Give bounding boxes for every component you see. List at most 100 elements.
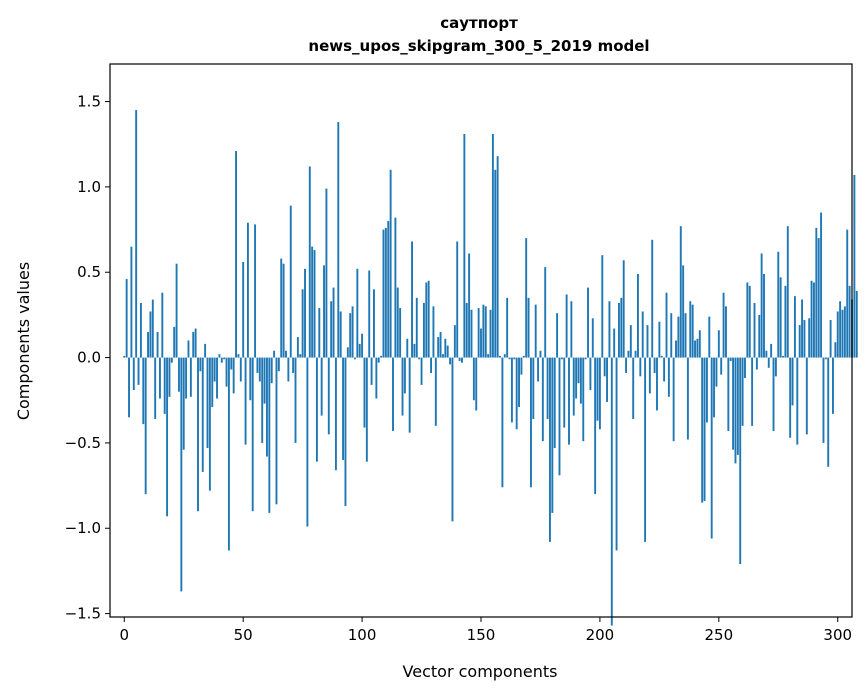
bar-190 [575,357,578,399]
bar-9 [144,357,147,495]
bar-54 [251,357,254,512]
bar-44 [227,357,230,551]
bar-201 [601,255,604,358]
bar-173 [534,304,537,358]
bar-39 [216,357,218,399]
bar-67 [282,263,285,358]
bar-148 [475,357,478,411]
bar-274 [774,357,777,377]
bar-232 [675,340,677,358]
bar-7 [139,302,142,358]
bar-193 [582,357,585,442]
bar-147 [472,357,475,401]
bar-163 [510,357,513,423]
x-tick-label-0: 0 [119,626,129,644]
bar-135 [444,338,447,358]
bar-160 [503,354,506,358]
bar-144 [465,302,468,358]
bar-152 [484,306,487,358]
bar-298 [832,357,834,414]
bar-167 [520,357,523,375]
bar-282 [793,296,796,358]
bar-97 [354,357,356,360]
bar-170 [527,297,530,358]
bar-32 [199,357,202,372]
bar-2 [128,357,130,418]
bar-130 [432,306,435,358]
bar-136 [446,345,449,358]
bar-93 [344,357,347,507]
bar-285 [801,299,804,358]
bar-88 [332,287,335,358]
bar-254 [727,357,730,431]
bar-21 [173,326,176,358]
bar-41 [220,357,223,363]
bar-24 [180,357,183,592]
bar-65 [277,357,280,372]
bar-87 [330,301,333,358]
bar-244 [703,357,706,501]
bar-52 [246,222,249,358]
bar-177 [544,267,547,358]
bar-125 [420,357,423,385]
bar-229 [667,357,670,397]
bar-4 [132,357,135,390]
bar-262 [746,282,749,358]
bar-17 [163,357,166,414]
bar-59 [263,357,266,404]
bar-132 [437,337,440,358]
bar-178 [546,357,549,420]
bar-302 [841,309,844,358]
bar-299 [834,342,837,358]
bar-303 [843,306,846,358]
y-tick-label-5: 1.0 [77,178,101,196]
bar-283 [796,357,799,445]
bar-261 [744,357,746,379]
bar-66 [280,258,283,358]
bar-199 [596,357,599,421]
bar-174 [537,357,540,382]
chart-title-line-1: саутпорт [440,14,518,32]
bar-288 [808,318,811,358]
bar-16 [161,292,164,358]
bar-300 [836,311,839,358]
x-tick-label-3: 150 [467,626,496,644]
bar-290 [812,282,815,358]
bar-214 [632,357,635,420]
bar-5 [135,110,138,358]
y-tick-label-3: 0.0 [77,349,101,367]
bar-series [123,110,858,626]
bar-134 [441,354,444,358]
bar-114 [394,217,397,358]
bar-198 [594,357,597,495]
bar-194 [584,357,587,360]
bar-23 [178,357,180,392]
bar-31 [197,357,199,512]
bar-208 [617,302,620,358]
bar-20 [170,357,173,363]
bar-195 [587,287,589,358]
bar-89 [334,357,337,471]
bar-46 [232,357,235,394]
bar-84 [323,265,325,358]
bar-264 [751,357,754,426]
bar-18 [166,357,169,517]
bar-220 [646,325,649,358]
bar-72 [294,357,297,443]
bar-92 [342,357,345,460]
bar-228 [665,292,668,358]
bar-71 [292,357,295,373]
bar-213 [629,325,632,358]
bar-293 [820,212,823,358]
x-tick-label-4: 200 [586,626,615,644]
bar-8 [142,357,145,425]
bar-47 [235,151,237,358]
bar-197 [591,318,594,358]
bar-91 [339,311,342,358]
bar-203 [606,357,608,402]
bar-127 [425,282,428,358]
bar-276 [779,277,782,358]
bar-63 [273,350,276,358]
bar-176 [541,357,544,442]
bar-256 [732,357,735,450]
